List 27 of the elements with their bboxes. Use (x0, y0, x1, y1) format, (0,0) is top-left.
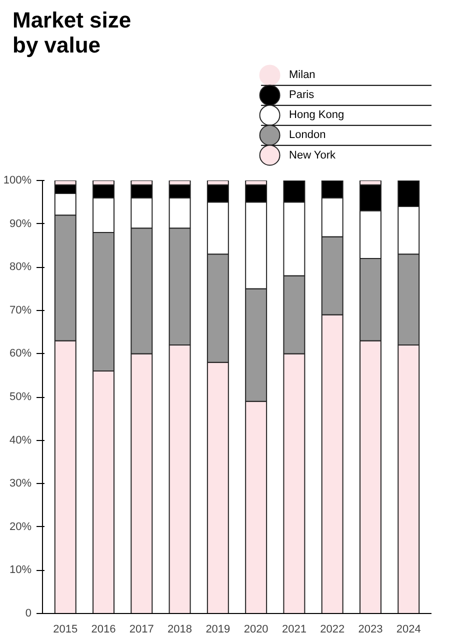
legend-label: Milan (289, 69, 316, 82)
y-tick-label: 30% (9, 478, 32, 490)
x-tick-label: 2021 (282, 624, 306, 636)
legend-label: Paris (289, 89, 315, 102)
y-tick-label: 10% (9, 564, 32, 576)
x-tick-label: 2024 (396, 624, 421, 636)
y-tick-label: 20% (9, 520, 32, 533)
chart-title: Market size by value (12, 8, 132, 58)
y-tick-label: 0 (25, 608, 32, 620)
y-tick-label: 90% (9, 218, 32, 230)
x-tick-label: 2018 (168, 624, 192, 636)
y-tick-label: 100% (3, 174, 32, 186)
legend-label: New York (289, 149, 336, 162)
x-tick-label: 2016 (91, 624, 116, 636)
x-tick-label: 2015 (53, 624, 78, 636)
x-tick-label: 2020 (244, 624, 268, 636)
x-tick-label: 2017 (129, 624, 154, 636)
y-tick-label: 70% (9, 304, 32, 316)
y-tick-label: 60% (9, 348, 32, 360)
y-tick-label: 80% (9, 261, 32, 274)
y-tick-label: 50% (9, 391, 32, 403)
x-tick-label: 2022 (320, 624, 345, 636)
legend-label: London (289, 129, 326, 142)
x-tick-label: 2019 (206, 624, 230, 636)
x-tick-label: 2023 (358, 624, 383, 636)
y-tick-label: 40% (9, 434, 32, 446)
legend-label: Hong Kong (289, 109, 344, 122)
